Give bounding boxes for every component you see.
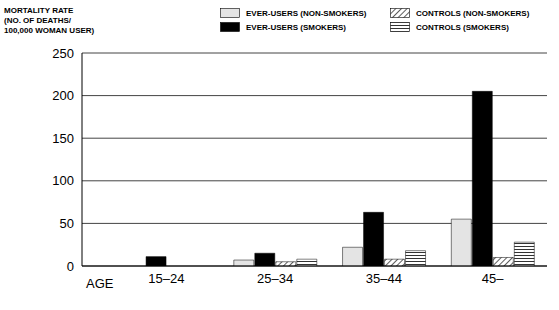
svg-text:200: 200 — [52, 88, 74, 103]
svg-text:100: 100 — [52, 173, 74, 188]
html-text:EVER-USERS (NON-SMOKERS): EVER-USERS (NON-SMOKERS) — [246, 8, 367, 18]
svg-text:15–24: 15–24 — [148, 271, 184, 286]
svg-text:35–44: 35–44 — [366, 271, 402, 286]
svg-text:50: 50 — [60, 216, 74, 231]
html-text:MORTALITY RATE (NO. OF DEATHS/: MORTALITY RATE (NO. OF DEATHS/ 100,000 W… — [4, 6, 95, 35]
svg-text:45–: 45– — [482, 271, 504, 286]
html-text:EVER-USERS (SMOKERS): EVER-USERS (SMOKERS) — [246, 22, 346, 32]
svg-text:25–34: 25–34 — [257, 271, 293, 286]
svg-text:150: 150 — [52, 131, 74, 146]
svg-text:0: 0 — [67, 259, 74, 274]
html-text:CONTROLS (NON-SMOKERS): CONTROLS (NON-SMOKERS) — [416, 8, 530, 18]
html-text:AGE: AGE — [86, 276, 114, 291]
svg-text:250: 250 — [52, 46, 74, 61]
html-text:CONTROLS (SMOKERS): CONTROLS (SMOKERS) — [416, 22, 509, 32]
